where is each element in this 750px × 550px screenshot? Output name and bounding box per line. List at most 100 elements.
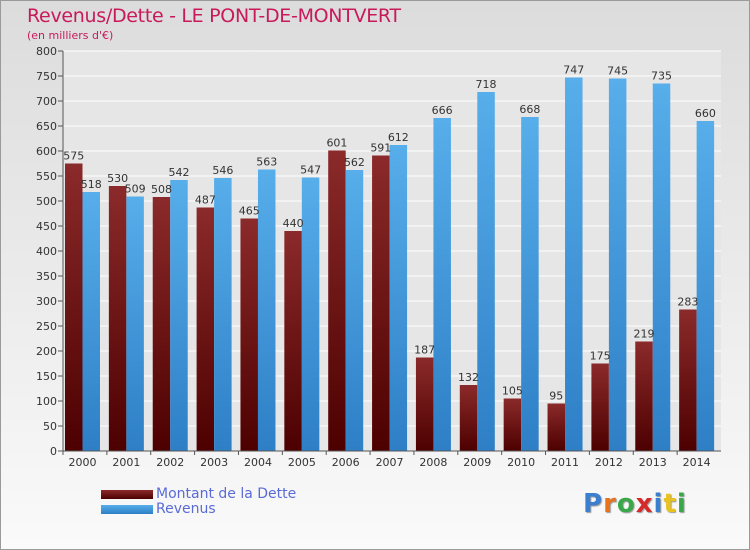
legend-label-revenue: Revenus — [156, 501, 216, 517]
data-label-revenue-2003: 546 — [212, 164, 233, 177]
y-tick-label: 600 — [36, 145, 57, 158]
x-tick-label-2002: 2002 — [156, 456, 184, 469]
x-tick-label-2003: 2003 — [200, 456, 228, 469]
data-label-revenue-2005: 547 — [300, 164, 321, 177]
data-label-debt-2013: 219 — [634, 328, 655, 341]
bar-debt-2010 — [503, 398, 522, 451]
x-tick-label-2001: 2001 — [112, 456, 140, 469]
x-tick-label-2004: 2004 — [244, 456, 272, 469]
data-label-revenue-2000: 518 — [81, 178, 102, 191]
x-tick-label-2008: 2008 — [419, 456, 447, 469]
bar-debt-2002 — [152, 197, 171, 451]
y-tick-label: 150 — [36, 370, 57, 383]
logo-letter: o — [616, 489, 636, 519]
data-label-revenue-2011: 747 — [563, 64, 584, 77]
y-tick-label: 400 — [36, 245, 57, 258]
bar-debt-2012 — [591, 363, 609, 451]
y-tick-label: 500 — [36, 195, 57, 208]
bar-revenue-2009 — [477, 92, 495, 451]
data-label-debt-2005: 440 — [283, 217, 304, 230]
proxiti-logo: Proxiti — [583, 489, 687, 519]
logo-letter: x — [635, 489, 654, 519]
data-label-debt-2011: 95 — [549, 390, 563, 403]
bar-revenue-2014 — [696, 121, 715, 451]
legend-swatch-revenue — [101, 505, 153, 514]
bar-debt-2013 — [635, 341, 653, 451]
data-label-debt-2000: 575 — [63, 150, 84, 163]
data-label-debt-2008: 187 — [414, 344, 435, 357]
logo-letter: i — [676, 489, 687, 519]
y-tick-label: 50 — [43, 420, 57, 433]
data-label-revenue-2013: 735 — [651, 70, 672, 83]
data-label-debt-2012: 175 — [590, 350, 611, 363]
logo-letter: P — [583, 489, 604, 519]
data-label-debt-2003: 487 — [195, 194, 216, 207]
data-label-debt-2004: 465 — [239, 205, 260, 218]
x-tick-label-2006: 2006 — [332, 456, 360, 469]
y-tick-label: 250 — [36, 320, 57, 333]
bar-debt-2003 — [196, 207, 215, 451]
y-tick-label: 800 — [36, 45, 57, 58]
data-label-revenue-2004: 563 — [256, 156, 277, 169]
legend-label-debt: Montant de la Dette — [156, 486, 297, 502]
bar-debt-2007 — [372, 155, 390, 451]
data-label-debt-2014: 283 — [677, 296, 698, 309]
logo-letter: i — [653, 489, 664, 519]
chart-subtitle: (en milliers d'€) — [27, 29, 114, 42]
bar-revenue-2006 — [345, 170, 364, 451]
data-label-revenue-2012: 745 — [607, 65, 628, 78]
bar-revenue-2013 — [652, 83, 671, 451]
x-tick-label-2010: 2010 — [507, 456, 535, 469]
bar-revenue-2001 — [126, 196, 144, 451]
data-label-revenue-2010: 668 — [519, 103, 540, 116]
bar-revenue-2004 — [257, 169, 276, 451]
y-tick-label: 550 — [36, 170, 57, 183]
y-tick-label: 700 — [36, 95, 57, 108]
y-tick-label: 0 — [50, 445, 57, 458]
data-label-revenue-2006: 562 — [344, 156, 365, 169]
bar-debt-2009 — [459, 385, 478, 451]
x-tick-label-2000: 2000 — [69, 456, 97, 469]
x-tick-label-2013: 2013 — [639, 456, 667, 469]
data-label-revenue-2007: 612 — [388, 131, 409, 144]
legend-swatch-debt — [101, 490, 153, 499]
data-label-debt-2002: 508 — [151, 183, 172, 196]
bar-debt-2011 — [547, 403, 566, 451]
x-tick-label-2005: 2005 — [288, 456, 316, 469]
data-label-revenue-2001: 509 — [125, 183, 146, 196]
bar-revenue-2008 — [433, 118, 451, 451]
data-label-debt-2007: 591 — [370, 142, 391, 155]
bar-revenue-2002 — [170, 180, 188, 451]
data-label-revenue-2002: 542 — [168, 166, 189, 179]
bar-revenue-2011 — [565, 77, 583, 451]
bar-revenue-2005 — [301, 177, 320, 451]
data-label-revenue-2014: 660 — [695, 107, 716, 120]
logo-letter: t — [663, 489, 677, 519]
x-tick-label-2009: 2009 — [463, 456, 491, 469]
data-label-debt-2001: 530 — [107, 172, 128, 185]
bar-debt-2005 — [284, 231, 302, 451]
bar-revenue-2000 — [82, 192, 100, 451]
x-tick-label-2007: 2007 — [376, 456, 404, 469]
data-label-revenue-2008: 666 — [432, 104, 453, 117]
x-tick-label-2014: 2014 — [683, 456, 711, 469]
bar-debt-2004 — [240, 218, 258, 451]
y-tick-label: 350 — [36, 270, 57, 283]
bar-revenue-2007 — [389, 145, 408, 451]
bar-revenue-2012 — [608, 78, 627, 451]
bar-debt-2001 — [108, 186, 127, 451]
bar-debt-2000 — [65, 163, 83, 451]
y-tick-label: 300 — [36, 295, 57, 308]
y-tick-label: 200 — [36, 345, 57, 358]
bar-debt-2008 — [415, 357, 434, 451]
y-tick-label: 450 — [36, 220, 57, 233]
data-label-debt-2006: 601 — [326, 137, 347, 150]
y-tick-label: 650 — [36, 120, 57, 133]
chart-title: Revenus/Dette - LE PONT-DE-MONTVERT — [27, 5, 401, 27]
bar-debt-2014 — [679, 309, 697, 451]
bar-revenue-2003 — [214, 178, 232, 451]
x-tick-label-2012: 2012 — [595, 456, 623, 469]
data-label-debt-2009: 132 — [458, 371, 479, 384]
